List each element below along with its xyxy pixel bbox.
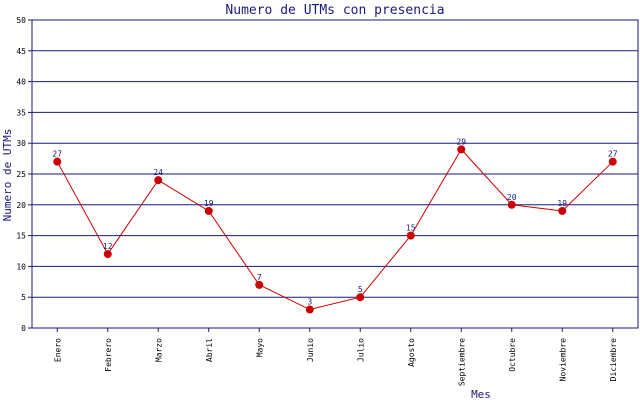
data-point-febrero [103, 250, 112, 259]
data-point-julio [356, 293, 365, 302]
data-point-diciembre [608, 157, 617, 166]
data-points [53, 145, 617, 314]
data-label-junio: 3 [307, 298, 312, 307]
gridlines [28, 19, 638, 332]
data-label-octubre: 20 [507, 193, 517, 202]
series-polyline [56, 148, 614, 311]
data-point-mayo [255, 280, 264, 289]
y-tick-label-50: 50 [16, 16, 26, 25]
data-point-septiembre [457, 145, 466, 154]
x-axis-label: Mes [471, 388, 491, 400]
x-tick-labels: Enero Febrero Marzo Abril Mayo Junio Julio Agos… [53, 338, 618, 386]
x-tick-label-diciembre: Diciembre [609, 338, 618, 382]
y-tick-label-35: 35 [16, 108, 26, 117]
data-point-agosto [406, 231, 415, 240]
x-tick-label-noviembre: Noviembre [558, 338, 567, 382]
x-tick-label-mayo: Mayo [255, 338, 264, 357]
y-tick-label-15: 15 [16, 232, 26, 241]
data-label-enero: 27 [52, 150, 62, 159]
x-tick-label-junio: Junio [306, 338, 315, 362]
data-point-marzo [154, 176, 163, 185]
data-label-marzo: 24 [153, 168, 163, 177]
data-label-julio: 5 [358, 285, 363, 294]
y-tick-label-20: 20 [16, 201, 26, 210]
data-point-noviembre [558, 206, 567, 215]
data-point-junio [305, 305, 314, 314]
y-tick-label-10: 10 [16, 262, 26, 271]
data-label-abril: 19 [204, 199, 214, 208]
data-label-febrero: 12 [103, 242, 113, 251]
y-axis-label: Numero de UTMs [1, 129, 14, 222]
x-tick-label-julio: Julio [356, 338, 365, 362]
y-tick-label-30: 30 [16, 139, 26, 148]
data-label-agosto: 15 [406, 224, 416, 233]
x-tick-label-septiembre: Septiembre [457, 338, 466, 386]
y-tick-label-45: 45 [16, 47, 26, 56]
x-tick-label-enero: Enero [53, 338, 62, 362]
y-tick-labels: 0 5 10 15 20 25 30 35 40 45 50 [16, 16, 26, 333]
x-tick-label-marzo: Marzo [154, 338, 163, 362]
y-tick-label-5: 5 [21, 293, 26, 302]
data-point-octubre [507, 200, 516, 209]
data-labels: 27 12 24 19 7 3 5 15 29 20 19 27 [52, 137, 617, 306]
x-tick-label-agosto: Agosto [407, 338, 416, 367]
data-label-septiembre: 29 [456, 137, 466, 146]
plot-frame [31, 19, 639, 329]
x-tick-label-febrero: Febrero [104, 338, 113, 372]
y-tick-label-25: 25 [16, 170, 26, 179]
x-tick-label-abril: Abril [205, 338, 214, 362]
series-line [56, 148, 614, 311]
data-label-mayo: 7 [257, 273, 262, 282]
data-point-enero [53, 157, 62, 166]
y-tick-label-0: 0 [21, 324, 26, 333]
y-tick-label-40: 40 [16, 78, 26, 87]
data-point-abril [204, 206, 213, 215]
x-tick-label-octubre: Octubre [508, 338, 517, 372]
data-label-diciembre: 27 [608, 150, 618, 159]
data-label-noviembre: 19 [557, 199, 567, 208]
chart-title: Numero de UTMs con presencia [225, 3, 444, 18]
